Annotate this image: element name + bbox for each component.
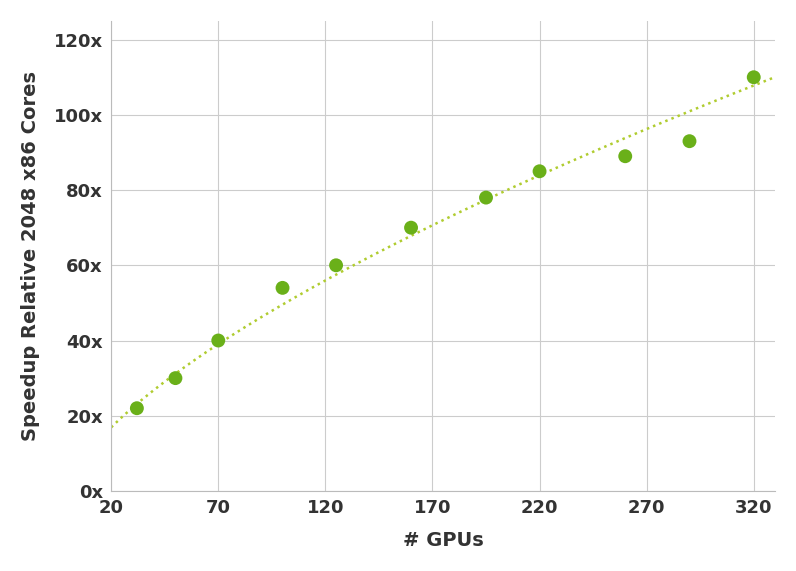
Point (404, 223, 417, 232)
Point (330, 261, 342, 270)
Point (683, 136, 696, 146)
Y-axis label: Speedup Relative 2048 x86 Cores: Speedup Relative 2048 x86 Cores (21, 71, 40, 441)
Point (212, 336, 224, 345)
Point (131, 404, 143, 413)
X-axis label: # GPUs: # GPUs (403, 531, 483, 550)
Point (276, 283, 289, 292)
Point (169, 373, 181, 383)
Point (533, 167, 546, 176)
Point (480, 193, 493, 202)
Point (747, 73, 760, 82)
Point (618, 152, 631, 161)
